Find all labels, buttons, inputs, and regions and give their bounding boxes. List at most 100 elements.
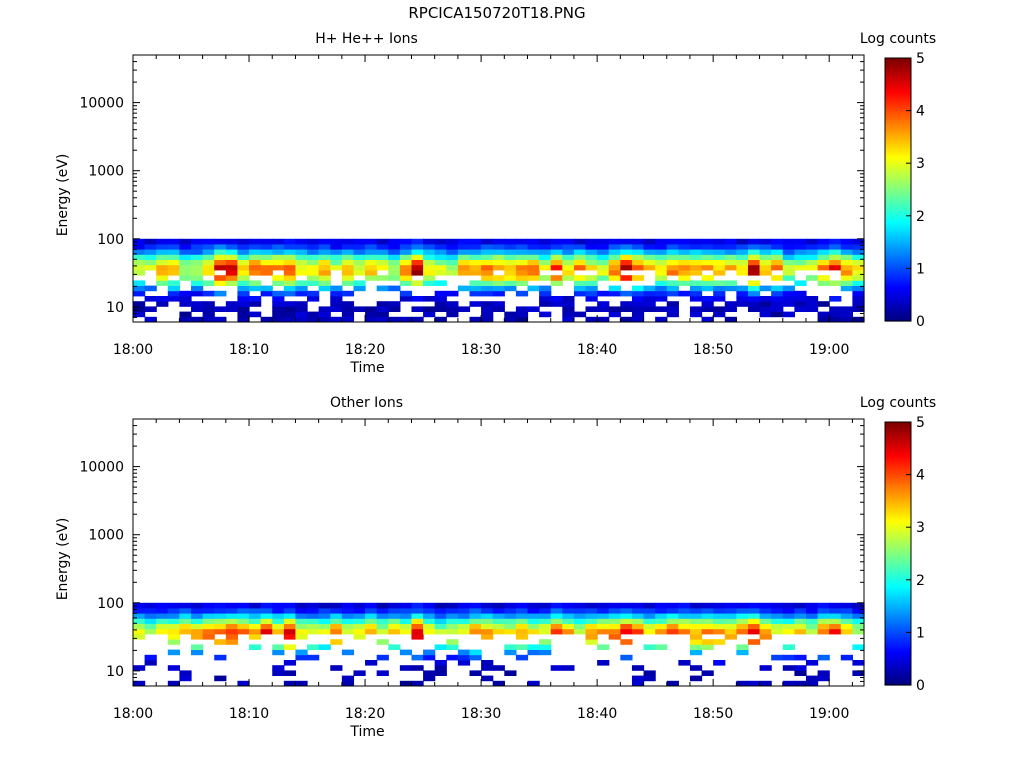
heatmap-cell	[782, 618, 795, 624]
heatmap-cell	[771, 259, 784, 266]
heatmap-cell	[597, 254, 610, 260]
heatmap-cell	[167, 680, 181, 687]
heatmap-cell	[515, 290, 529, 297]
heatmap-cell	[759, 301, 772, 307]
colorbar-segment	[885, 454, 911, 458]
heatmap-cell	[527, 249, 540, 255]
colorbar-segment	[885, 660, 911, 664]
heatmap-cell	[852, 249, 865, 255]
heatmap-cell	[794, 602, 807, 609]
heatmap-cell	[353, 280, 366, 286]
heatmap-cell	[562, 628, 575, 635]
heatmap-cell	[573, 285, 587, 292]
colorbar-segment	[885, 654, 911, 658]
heatmap-cell	[504, 270, 517, 276]
heatmap-cell	[202, 613, 215, 619]
heatmap-cell	[399, 275, 413, 281]
heatmap-cell	[423, 264, 436, 271]
heatmap-cell	[341, 316, 355, 323]
heatmap-cell	[701, 639, 714, 645]
heatmap-cell	[631, 602, 645, 609]
heatmap-cell	[341, 618, 355, 624]
heatmap-cell	[852, 613, 865, 619]
heatmap-cell	[771, 306, 784, 312]
heatmap-cell	[237, 280, 250, 286]
heatmap-cell	[747, 238, 761, 245]
heatmap-cell	[133, 602, 146, 609]
heatmap-cell	[597, 613, 610, 619]
heatmap-cell	[365, 602, 378, 609]
heatmap-cell	[399, 623, 413, 630]
heatmap-cell	[457, 264, 471, 271]
heatmap-cell	[713, 639, 726, 645]
colorbar-segment	[885, 628, 911, 631]
heatmap-cell	[318, 264, 331, 271]
heatmap-cell	[191, 634, 204, 640]
heatmap-cell	[191, 280, 204, 286]
heatmap-cell	[829, 243, 842, 250]
heatmap-cell	[457, 628, 471, 635]
heatmap-cell	[724, 301, 737, 307]
colorbar-segment	[885, 305, 911, 309]
heatmap-cell	[631, 290, 645, 297]
heatmap-cell	[434, 238, 447, 245]
heatmap-cell	[527, 618, 540, 624]
heatmap-cell	[840, 270, 853, 276]
heatmap-cell	[504, 628, 517, 635]
heatmap-cell	[840, 264, 853, 271]
heatmap-cell	[423, 270, 436, 276]
heatmap-cell	[736, 243, 749, 250]
heatmap-cell	[283, 290, 297, 297]
heatmap-cell	[782, 665, 795, 671]
colorbar-segment	[885, 485, 911, 489]
x-tick-label: 18:40	[577, 706, 617, 722]
heatmap-cell	[191, 602, 204, 609]
heatmap-cell	[272, 649, 285, 656]
heatmap-cell	[539, 628, 552, 635]
heatmap-cell	[573, 623, 587, 630]
heatmap-cell	[689, 243, 703, 250]
heatmap-cell	[318, 618, 331, 624]
heatmap-cell	[156, 623, 169, 630]
colorbar-segment	[885, 189, 911, 193]
heatmap-cell	[550, 238, 563, 245]
heatmap-cell	[365, 628, 378, 635]
colorbar-segment	[885, 435, 911, 438]
heatmap-cell	[817, 618, 830, 624]
heatmap-cell	[376, 607, 389, 614]
heatmap-cell	[736, 290, 749, 297]
colorbar-segment	[885, 481, 911, 484]
colorbar-segment	[885, 478, 911, 482]
heatmap-cell	[736, 602, 749, 609]
heatmap-cell	[318, 270, 331, 276]
heatmap-cell	[469, 301, 482, 307]
heatmap-cell	[620, 238, 633, 245]
colorbar-segment	[885, 145, 911, 149]
colorbar-segment	[885, 590, 911, 594]
heatmap-cell	[167, 649, 181, 656]
heatmap-cell	[191, 238, 204, 245]
heatmap-cell	[237, 290, 250, 297]
heatmap-cell	[481, 243, 494, 250]
heatmap-cell	[759, 665, 772, 671]
heatmap-cell	[689, 628, 703, 635]
heatmap-cell	[608, 634, 621, 640]
heatmap-cell	[631, 254, 645, 260]
heatmap-cell	[423, 275, 436, 281]
heatmap-cell	[481, 316, 494, 323]
colorbar-segment	[885, 555, 911, 559]
heatmap-cell	[817, 613, 830, 619]
colorbar-segment	[885, 215, 911, 219]
heatmap-cell	[237, 613, 250, 619]
heatmap-cell	[539, 311, 552, 318]
heatmap-cell	[202, 301, 215, 307]
heatmap-cell	[655, 270, 668, 276]
heatmap-cell	[353, 628, 366, 635]
heatmap-cell	[527, 264, 540, 271]
heatmap-cell	[411, 296, 424, 302]
heatmap-cell	[805, 259, 819, 266]
heatmap-cell	[840, 275, 853, 281]
heatmap-cell	[852, 306, 865, 312]
heatmap-cell	[562, 316, 575, 323]
